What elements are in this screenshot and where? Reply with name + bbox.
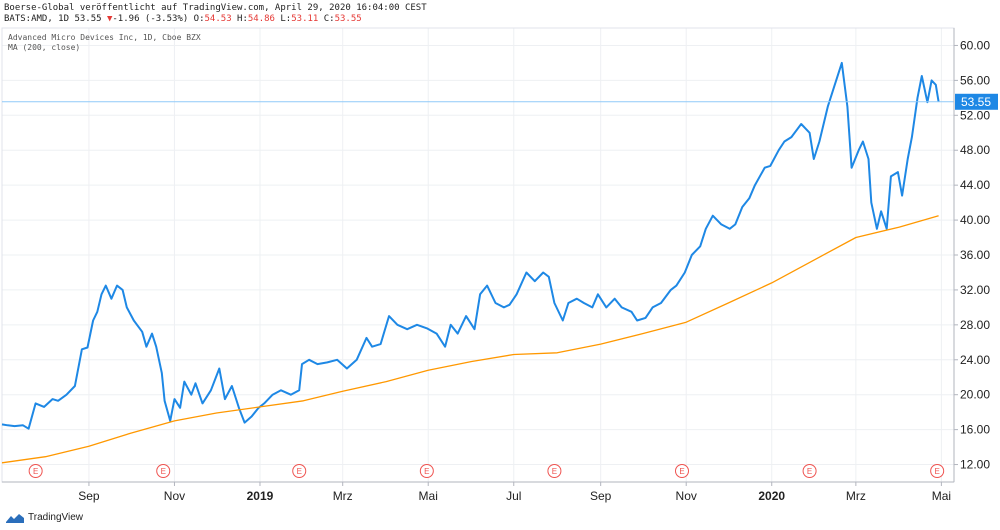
footer-brand: TradingView: [28, 512, 84, 523]
ma-series-line: [1, 215, 939, 464]
y-tick-label: 60.00: [960, 38, 990, 52]
close-label: C:: [323, 14, 335, 24]
y-tick-label: 52.00: [960, 108, 990, 122]
x-tick-label: Jul: [506, 489, 521, 503]
y-tick-label: 32.00: [960, 283, 990, 297]
change-down-icon: ▼: [106, 14, 113, 24]
x-tick-label: Mai: [419, 489, 438, 503]
open-value: 54.53: [204, 14, 232, 24]
earnings-marker[interactable]: [419, 464, 434, 478]
earnings-marker[interactable]: [28, 464, 43, 478]
time-axis[interactable]: Sep Nov 2019 Mrz Mai Jul Sep Nov 2020 Mrz Mai: [78, 482, 951, 503]
x-tick-label: Nov: [676, 489, 697, 503]
x-tick-label: Sep: [590, 489, 612, 503]
y-tick-label: 48.00: [960, 143, 990, 157]
y-tick-label: 44.00: [960, 178, 990, 192]
x-tick-label: Sep: [78, 489, 100, 503]
y-tick-label: 56.00: [960, 73, 990, 87]
symbol-label: BATS:AMD, 1D: [4, 14, 70, 24]
open-label: O:: [193, 14, 205, 24]
tradingview-logo-icon: [6, 513, 24, 523]
earnings-marker[interactable]: [675, 464, 689, 478]
series-layer: [1, 61, 940, 464]
high-value: 54.86: [247, 14, 275, 24]
x-tick-label: Mrz: [846, 489, 866, 503]
indicator-legend: MA (200, close): [8, 43, 80, 52]
low-label: L:: [280, 14, 292, 24]
close-value: 53.55: [334, 14, 362, 24]
price-series-line: [1, 61, 940, 430]
earnings-marker[interactable]: [547, 464, 562, 478]
earnings-marker-label: E: [552, 467, 557, 476]
x-tick-label: 2020: [758, 489, 785, 503]
price-axis[interactable]: 12.00 16.00 20.00 24.00 28.00 32.00 36.00 40.00…: [954, 38, 990, 472]
earnings-marker[interactable]: [292, 464, 307, 478]
y-tick-label: 16.00: [960, 423, 990, 437]
earnings-marker-label: E: [807, 467, 812, 476]
x-tick-label: 2019: [247, 489, 274, 503]
footer: TradingView: [6, 512, 83, 523]
quote-line: BATS:AMD, 1D 53.55 ▼-1.96 (-3.53%) O:54.…: [4, 14, 427, 25]
earnings-marker[interactable]: [930, 464, 945, 478]
earnings-marker-label: E: [424, 467, 429, 476]
y-tick-label: 36.00: [960, 248, 990, 262]
y-tick-label: 12.00: [960, 458, 990, 472]
chart-header: Boerse-Global veröffentlicht auf Trading…: [4, 3, 427, 25]
publisher-line: Boerse-Global veröffentlicht auf Trading…: [4, 3, 427, 13]
x-tick-label: Mai: [932, 489, 951, 503]
grid: [2, 28, 954, 482]
earnings-marker[interactable]: [802, 464, 817, 478]
instrument-legend: Advanced Micro Devices Inc, 1D, Cboe BZX: [8, 33, 201, 42]
last-price-tag: [955, 93, 998, 110]
y-tick-label: 40.00: [960, 213, 990, 227]
earnings-marker-label: E: [679, 467, 684, 476]
last-price: 53.55: [74, 14, 102, 24]
y-tick-label: 28.00: [960, 318, 990, 332]
low-value: 53.11: [291, 14, 319, 24]
y-tick-label: 20.00: [960, 388, 990, 402]
earnings-marker-label: E: [297, 467, 302, 476]
high-label: H:: [237, 14, 248, 24]
y-tick-label: 24.00: [960, 353, 990, 367]
last-price-label: 53.55: [961, 95, 991, 109]
change-value: -1.96 (-3.53%): [112, 14, 189, 24]
x-tick-label: Nov: [164, 489, 185, 503]
marks-layer: 53.55 E E E E E E E E: [2, 93, 998, 478]
earnings-marker-label: E: [935, 467, 940, 476]
earnings-marker[interactable]: [156, 464, 171, 478]
earnings-marker-label: E: [161, 467, 166, 476]
earnings-marker-label: E: [33, 467, 38, 476]
x-tick-label: Mrz: [333, 489, 353, 503]
